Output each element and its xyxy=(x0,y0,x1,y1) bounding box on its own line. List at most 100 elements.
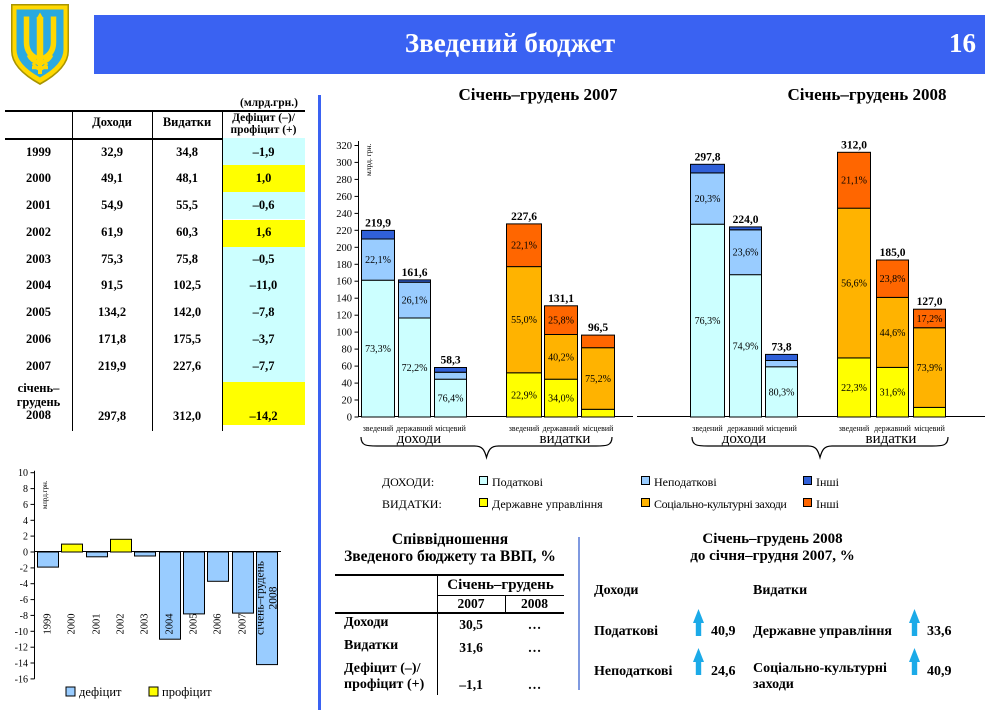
svg-text:60: 60 xyxy=(342,362,353,373)
svg-text:дефіцит: дефіцит xyxy=(79,685,122,699)
svg-text:17,2%: 17,2% xyxy=(917,314,943,325)
svg-text:-4: -4 xyxy=(20,579,28,590)
svg-text:22,3%: 22,3% xyxy=(841,383,867,394)
svg-text:0: 0 xyxy=(23,548,28,559)
svg-text:180: 180 xyxy=(336,260,352,271)
svg-text:127,0: 127,0 xyxy=(917,296,943,308)
svg-text:Січень–грудень 2008: Січень–грудень 2008 xyxy=(788,85,947,104)
svg-text:34,0%: 34,0% xyxy=(548,394,574,405)
svg-text:місцевий: місцевий xyxy=(914,424,945,433)
svg-text:40: 40 xyxy=(342,379,353,390)
svg-text:25,8%: 25,8% xyxy=(548,316,574,327)
svg-text:21,1%: 21,1% xyxy=(841,176,867,187)
svg-text:80,3%: 80,3% xyxy=(769,387,795,398)
svg-text:131,1: 131,1 xyxy=(548,293,574,305)
svg-text:8: 8 xyxy=(23,484,28,495)
svg-text:державний: державний xyxy=(396,424,434,433)
svg-text:2003: 2003 xyxy=(139,614,150,635)
svg-text:96,5: 96,5 xyxy=(588,322,608,334)
svg-text:6: 6 xyxy=(23,500,28,511)
svg-text:100: 100 xyxy=(336,328,352,339)
svg-text:видатки: видатки xyxy=(866,431,917,447)
svg-text:297,8: 297,8 xyxy=(695,151,721,163)
svg-text:23,8%: 23,8% xyxy=(880,274,906,285)
svg-text:26,1%: 26,1% xyxy=(402,296,428,307)
svg-text:місцевий: місцевий xyxy=(435,424,466,433)
svg-text:22,1%: 22,1% xyxy=(365,255,391,266)
svg-text:видатки: видатки xyxy=(540,431,591,447)
svg-text:2006: 2006 xyxy=(212,614,223,635)
svg-text:-6: -6 xyxy=(20,595,28,606)
svg-text:2005: 2005 xyxy=(188,614,199,635)
svg-text:219,9: 219,9 xyxy=(365,217,391,229)
svg-text:2001: 2001 xyxy=(91,614,102,635)
svg-text:22,1%: 22,1% xyxy=(511,241,537,252)
svg-text:280: 280 xyxy=(336,175,352,186)
svg-text:2000: 2000 xyxy=(66,614,77,635)
svg-text:державний: державний xyxy=(727,424,765,433)
svg-text:56,6%: 56,6% xyxy=(841,279,867,290)
svg-text:20: 20 xyxy=(342,396,353,407)
svg-text:2008: 2008 xyxy=(268,586,280,609)
svg-text:220: 220 xyxy=(336,226,352,237)
svg-text:73,8: 73,8 xyxy=(771,341,791,353)
svg-text:доходи: доходи xyxy=(722,431,766,447)
svg-text:млрд.грн.: млрд.грн. xyxy=(41,480,49,509)
svg-text:80: 80 xyxy=(342,345,353,356)
svg-text:161,6: 161,6 xyxy=(402,267,428,279)
svg-text:72,2%: 72,2% xyxy=(402,363,428,374)
svg-text:січень–грудень: січень–грудень xyxy=(255,561,267,635)
svg-text:76,4%: 76,4% xyxy=(438,394,464,405)
svg-text:зведений: зведений xyxy=(509,424,540,433)
svg-text:260: 260 xyxy=(336,192,352,203)
svg-text:-14: -14 xyxy=(15,659,28,670)
svg-text:10: 10 xyxy=(18,468,28,479)
svg-text:Січень–грудень 2007: Січень–грудень 2007 xyxy=(459,85,618,104)
svg-text:-16: -16 xyxy=(15,674,28,685)
svg-text:160: 160 xyxy=(336,277,352,288)
svg-text:2002: 2002 xyxy=(115,614,126,635)
svg-text:місцевий: місцевий xyxy=(766,424,797,433)
svg-text:224,0: 224,0 xyxy=(733,214,759,226)
svg-text:державний: державний xyxy=(874,424,912,433)
svg-text:73,3%: 73,3% xyxy=(365,344,391,355)
svg-text:2004: 2004 xyxy=(164,613,175,635)
svg-text:312,0: 312,0 xyxy=(841,139,867,151)
svg-text:доходи: доходи xyxy=(397,431,441,447)
svg-text:2007: 2007 xyxy=(237,614,248,635)
svg-text:0: 0 xyxy=(347,413,352,424)
svg-text:320: 320 xyxy=(336,141,352,152)
svg-text:58,3: 58,3 xyxy=(440,355,460,367)
svg-text:140: 140 xyxy=(336,294,352,305)
svg-text:185,0: 185,0 xyxy=(880,247,906,259)
svg-text:-2: -2 xyxy=(20,563,28,574)
svg-text:профіцит: профіцит xyxy=(162,685,212,699)
svg-text:2: 2 xyxy=(23,532,28,543)
svg-text:-10: -10 xyxy=(15,627,28,638)
svg-text:зведений: зведений xyxy=(363,424,394,433)
svg-text:200: 200 xyxy=(336,243,352,254)
svg-text:млрд. грн.: млрд. грн. xyxy=(364,143,373,176)
svg-text:20,3%: 20,3% xyxy=(695,194,721,205)
svg-text:23,6%: 23,6% xyxy=(733,248,759,259)
svg-text:40,2%: 40,2% xyxy=(548,352,574,363)
svg-text:31,6%: 31,6% xyxy=(880,388,906,399)
svg-text:73,9%: 73,9% xyxy=(917,363,943,374)
svg-text:44,6%: 44,6% xyxy=(880,328,906,339)
svg-text:227,6: 227,6 xyxy=(511,211,537,223)
svg-text:55,0%: 55,0% xyxy=(511,315,537,326)
svg-text:120: 120 xyxy=(336,311,352,322)
svg-text:22,9%: 22,9% xyxy=(511,390,537,401)
svg-text:240: 240 xyxy=(336,209,352,220)
svg-text:державний: державний xyxy=(543,424,581,433)
svg-text:зведений: зведений xyxy=(692,424,723,433)
svg-text:74,9%: 74,9% xyxy=(733,341,759,352)
svg-text:1999: 1999 xyxy=(42,614,53,635)
svg-text:4: 4 xyxy=(23,516,28,527)
svg-text:-12: -12 xyxy=(15,643,28,654)
svg-text:76,3%: 76,3% xyxy=(695,316,721,327)
svg-text:300: 300 xyxy=(336,158,352,169)
svg-text:зведений: зведений xyxy=(839,424,870,433)
svg-text:75,2%: 75,2% xyxy=(585,374,611,385)
svg-text:місцевий: місцевий xyxy=(583,424,614,433)
